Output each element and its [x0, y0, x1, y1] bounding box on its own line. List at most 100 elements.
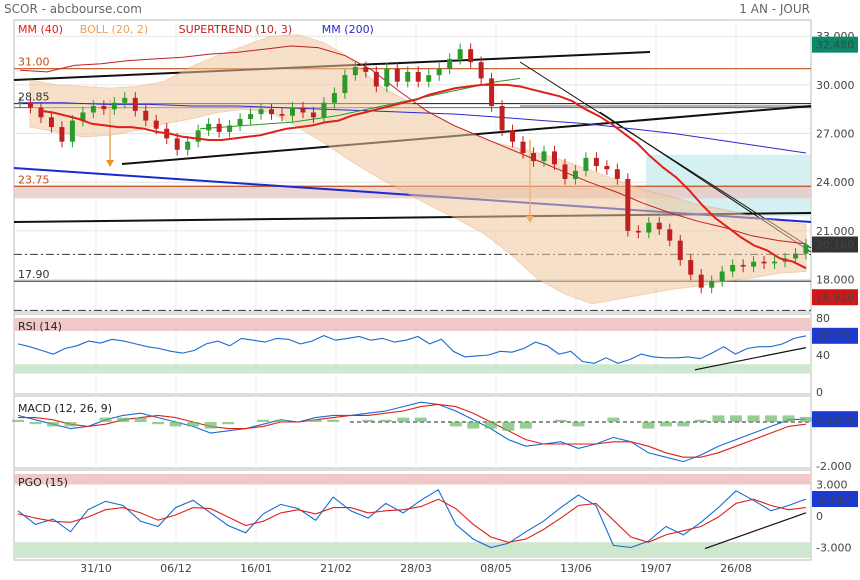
legend-entry: BOLL (20, 2): [80, 23, 148, 36]
candle-body: [499, 105, 505, 131]
candle-body: [447, 58, 453, 69]
indicator-tick-label: 3.000: [816, 479, 848, 492]
indicator-tick-label: -2.000: [816, 460, 851, 473]
macd-histogram-bar: [152, 422, 165, 425]
price-tick-label: 21.000: [816, 225, 855, 238]
indicator-line: [17, 335, 807, 364]
macd-histogram-bar: [99, 417, 112, 422]
candle-body: [531, 153, 537, 162]
candle-body: [289, 107, 295, 116]
candle-body: [27, 102, 33, 108]
candle-body: [38, 107, 44, 118]
candle-body: [342, 75, 348, 93]
macd-histogram-bar: [572, 422, 585, 427]
candle-body: [803, 244, 809, 254]
candle-body: [384, 68, 390, 87]
candle-body: [363, 67, 369, 72]
macd-histogram-bar: [659, 422, 672, 427]
macd-histogram-bar: [397, 417, 410, 422]
macd-histogram-bar: [712, 415, 725, 422]
candle-body: [237, 118, 243, 126]
candle-body: [510, 130, 516, 142]
macd-histogram-bar: [729, 415, 742, 422]
candle-body: [667, 229, 673, 241]
candle-body: [772, 261, 778, 264]
macd-histogram-bar: [607, 417, 620, 422]
candle-body: [468, 49, 474, 63]
candle-body: [593, 157, 599, 166]
candle-body: [405, 71, 411, 82]
overbought-zone: [14, 474, 811, 485]
indicator-value-tag: [812, 411, 858, 428]
candle-body: [551, 151, 557, 165]
candle-body: [646, 222, 652, 233]
candle-body: [132, 97, 138, 111]
date-tick-label: 26/08: [720, 562, 752, 575]
indicator-tick-label: -3.000: [816, 542, 851, 555]
macd-histogram-bar: [554, 419, 567, 422]
level-label: 17.90: [18, 268, 50, 281]
candle-body: [17, 102, 23, 104]
candle-body: [688, 260, 694, 275]
price-tag: [812, 236, 858, 253]
macd-histogram-bar: [274, 419, 287, 422]
date-tick-label: 06/12: [160, 562, 192, 575]
macd-histogram-bar: [694, 419, 707, 422]
candle-body: [352, 67, 358, 76]
price-tick-label: 18.000: [816, 274, 855, 287]
candle-body: [740, 264, 746, 267]
candle-body: [656, 222, 662, 230]
candle-body: [489, 78, 495, 106]
date-tick-label: 28/03: [400, 562, 432, 575]
candle-body: [122, 97, 128, 103]
candle-body: [206, 123, 212, 131]
trend-line: [704, 512, 807, 550]
macd-histogram-bar: [747, 415, 760, 422]
candle-body: [562, 164, 568, 179]
price-tag: [812, 289, 858, 306]
candle-body: [751, 261, 757, 267]
indicator-value-label: 60.75: [819, 330, 851, 343]
candle-body: [677, 240, 683, 261]
macd-histogram-bar: [484, 422, 497, 429]
candle-body: [300, 107, 306, 113]
candle-body: [457, 49, 463, 59]
price-tick-label: 30.000: [816, 79, 855, 92]
indicator-tick-label: 40: [816, 349, 830, 362]
candle-body: [583, 157, 589, 171]
macd-histogram-bar: [379, 419, 392, 422]
macd-histogram-bar: [134, 417, 147, 422]
indicator-value-tag: [812, 327, 858, 344]
legend-entry: MM (200): [322, 23, 374, 36]
candle-body: [520, 141, 526, 154]
macd-histogram-bar: [187, 422, 200, 427]
macd-histogram-bar: [362, 419, 375, 422]
price-tag: [812, 36, 858, 53]
macd-histogram-bar: [309, 419, 322, 422]
candle-body: [541, 151, 547, 162]
candle-body: [310, 112, 316, 118]
macd-histogram-bar: [117, 417, 130, 422]
ma200-line: [18, 102, 807, 154]
macd-histogram-bar: [519, 422, 532, 429]
oversold-zone: [14, 542, 811, 558]
chart-title: SCOR - abcbourse.com: [4, 2, 142, 16]
macd-histogram-bar: [222, 422, 235, 425]
macd-histogram-bar: [169, 422, 182, 427]
candle-body: [269, 109, 275, 115]
macd-histogram-bar: [677, 422, 690, 427]
indicator-line: [18, 403, 807, 458]
macd-histogram-bar: [800, 416, 812, 422]
candle-body: [572, 170, 578, 179]
candle-body: [614, 169, 620, 179]
candle-body: [331, 93, 337, 103]
candle-body: [216, 123, 222, 132]
candle-body: [373, 71, 379, 87]
indicator-title: PGO (15): [18, 476, 68, 489]
indicator-tick-label: 0: [816, 386, 823, 399]
trend-line: [694, 347, 807, 371]
candle-body: [635, 230, 641, 233]
date-tick-label: 19/07: [640, 562, 672, 575]
price-tag-label: 20.160: [816, 239, 855, 252]
